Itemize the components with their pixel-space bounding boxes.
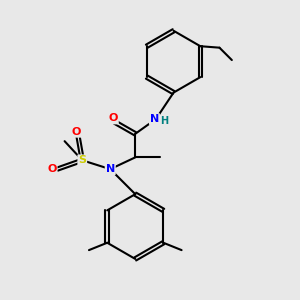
Text: N: N xyxy=(150,114,159,124)
Text: S: S xyxy=(78,155,86,165)
Text: N: N xyxy=(106,164,115,174)
Text: O: O xyxy=(109,113,118,124)
Text: O: O xyxy=(47,164,57,174)
Text: O: O xyxy=(72,127,81,137)
Text: H: H xyxy=(160,116,168,126)
